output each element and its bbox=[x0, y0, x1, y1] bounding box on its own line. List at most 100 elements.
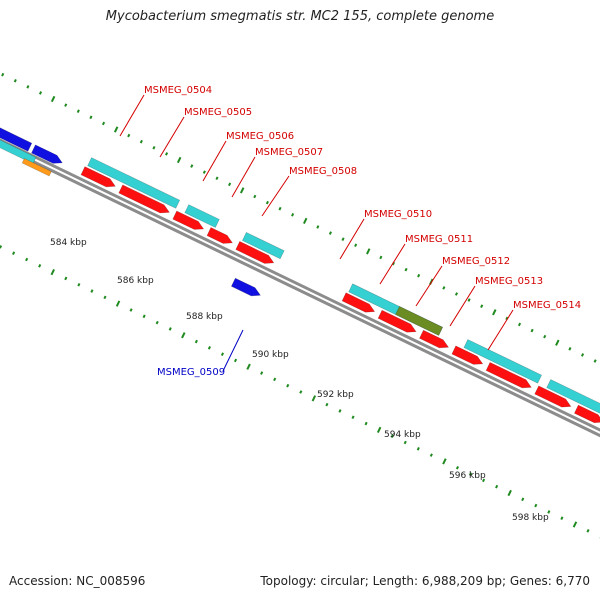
leader-line bbox=[379, 243, 406, 285]
cds-bar-cyan bbox=[87, 157, 181, 209]
inner-tick-mark bbox=[468, 472, 473, 476]
backbone-line-inner bbox=[0, 143, 600, 438]
outer-tick-mark bbox=[38, 91, 43, 95]
cds-bar-cyan bbox=[184, 204, 220, 228]
label-leader-lines bbox=[119, 94, 514, 372]
inner-tick-mark bbox=[390, 434, 394, 438]
gene-label: MSMEG_0508 bbox=[289, 166, 357, 177]
kbp-tick-label: 584 kbp bbox=[50, 238, 87, 248]
feature-tracks bbox=[0, 127, 600, 424]
gene-label: MSMEG_0504 bbox=[144, 85, 212, 96]
inner-tick-mark bbox=[403, 440, 407, 445]
inner-tick-mark bbox=[181, 332, 186, 339]
inner-tick-mark bbox=[155, 320, 159, 325]
inner-tick-mark bbox=[286, 383, 290, 388]
gene-label: MSMEG_0512 bbox=[442, 256, 510, 267]
inner-tick-mark bbox=[220, 352, 225, 356]
backbone-line-outer bbox=[0, 138, 600, 432]
cds-arrow-red bbox=[206, 227, 233, 244]
outer-tick-mark bbox=[190, 164, 194, 168]
cds-arrow-blue bbox=[31, 144, 63, 164]
cds-arrow-blue bbox=[230, 277, 261, 297]
outer-tick-mark bbox=[64, 103, 68, 107]
outer-tick-mark bbox=[89, 115, 93, 120]
inner-tick-mark bbox=[12, 251, 16, 255]
inner-tick-mark bbox=[376, 426, 382, 434]
cds-arrow-red bbox=[172, 210, 205, 230]
outer-tick-mark bbox=[568, 347, 572, 351]
gene-label: MSMEG_0509 bbox=[157, 367, 225, 378]
kbp-tick-labels: 584 kbp 586 kbp 588 kbp 590 kbp 592 kbp 594 k… bbox=[50, 238, 549, 523]
inner-tick-mark bbox=[455, 465, 460, 470]
cds-arrow-red bbox=[573, 404, 600, 424]
outer-tick-mark bbox=[316, 225, 320, 229]
leader-line bbox=[119, 94, 145, 137]
inner-tick-mark bbox=[50, 268, 55, 276]
kbp-tick-label: 588 kbp bbox=[186, 312, 223, 322]
inner-tick-mark bbox=[168, 327, 172, 331]
outer-tick-mark bbox=[404, 267, 408, 272]
cds-bar-cyan bbox=[241, 231, 285, 260]
gene-label: MSMEG_0513 bbox=[475, 276, 543, 287]
outer-tick-mark bbox=[303, 217, 308, 225]
inner-tick-mark bbox=[90, 289, 94, 293]
outer-tick-mark bbox=[505, 316, 509, 321]
outer-tick-mark bbox=[50, 95, 56, 103]
cds-arrow-red bbox=[118, 184, 170, 214]
inner-tick-mark bbox=[364, 421, 368, 426]
outer-tick-mark bbox=[228, 182, 232, 187]
leader-line bbox=[159, 116, 185, 158]
outer-tick-mark bbox=[13, 78, 17, 83]
outer-tick-mark bbox=[239, 187, 245, 194]
inner-tick-mark bbox=[416, 447, 420, 451]
inner-tick-mark bbox=[246, 363, 251, 370]
genome-backbone bbox=[0, 138, 600, 438]
outer-tick-mark bbox=[253, 194, 257, 199]
inner-tick-mark bbox=[495, 484, 499, 489]
inner-tick-mark bbox=[103, 295, 107, 300]
inner-tick-mark bbox=[77, 282, 81, 287]
cds-bar-cyan bbox=[546, 379, 600, 414]
cds-bar-blue bbox=[0, 127, 33, 152]
outer-tick-mark bbox=[366, 248, 371, 255]
kbp-tick-label: 590 kbp bbox=[252, 350, 289, 360]
cds-arrow-red bbox=[419, 329, 450, 349]
outer-tick-mark bbox=[580, 353, 585, 357]
leader-line bbox=[202, 140, 227, 182]
leader-line bbox=[261, 175, 290, 217]
outer-tick-mark bbox=[454, 292, 459, 296]
inner-tick-mark bbox=[64, 276, 68, 281]
outer-tick-mark bbox=[215, 176, 219, 181]
outer-tick-mark bbox=[555, 339, 560, 346]
inner-tick-mark bbox=[442, 458, 447, 465]
outer-tick-mark bbox=[152, 145, 156, 150]
kbp-tick-label: 586 kbp bbox=[117, 276, 154, 286]
accession-text: Accession: NC_008596 bbox=[9, 574, 146, 588]
inner-tick-mark bbox=[325, 402, 329, 407]
leader-line bbox=[487, 309, 514, 351]
outer-tick-mark bbox=[291, 213, 295, 217]
inner-tick-mark bbox=[351, 415, 355, 420]
leader-line bbox=[339, 218, 365, 260]
inner-tick-mark bbox=[299, 390, 303, 394]
outer-tick-mark bbox=[176, 156, 182, 164]
outer-tick-mark bbox=[517, 322, 522, 327]
outer-tick-mark bbox=[278, 206, 282, 211]
inner-tick-mark bbox=[311, 395, 317, 402]
cds-arrow-red bbox=[377, 309, 417, 333]
kbp-tick-label: 592 kbp bbox=[317, 390, 354, 400]
outer-tick-row bbox=[1, 72, 597, 363]
outer-tick-mark bbox=[417, 273, 421, 278]
gene-label: MSMEG_0507 bbox=[255, 147, 323, 158]
inner-tick-mark bbox=[586, 529, 590, 533]
inner-tick-mark bbox=[534, 503, 538, 508]
cds-bar-cyan bbox=[463, 339, 543, 384]
leader-line bbox=[231, 156, 256, 198]
inner-tick-mark bbox=[338, 409, 342, 413]
cds-arrow-red bbox=[451, 345, 484, 365]
outer-tick-mark bbox=[1, 72, 5, 77]
map-title: Mycobacterium smegmatis str. MC2 155, co… bbox=[105, 9, 495, 24]
outer-tick-mark bbox=[202, 170, 206, 174]
